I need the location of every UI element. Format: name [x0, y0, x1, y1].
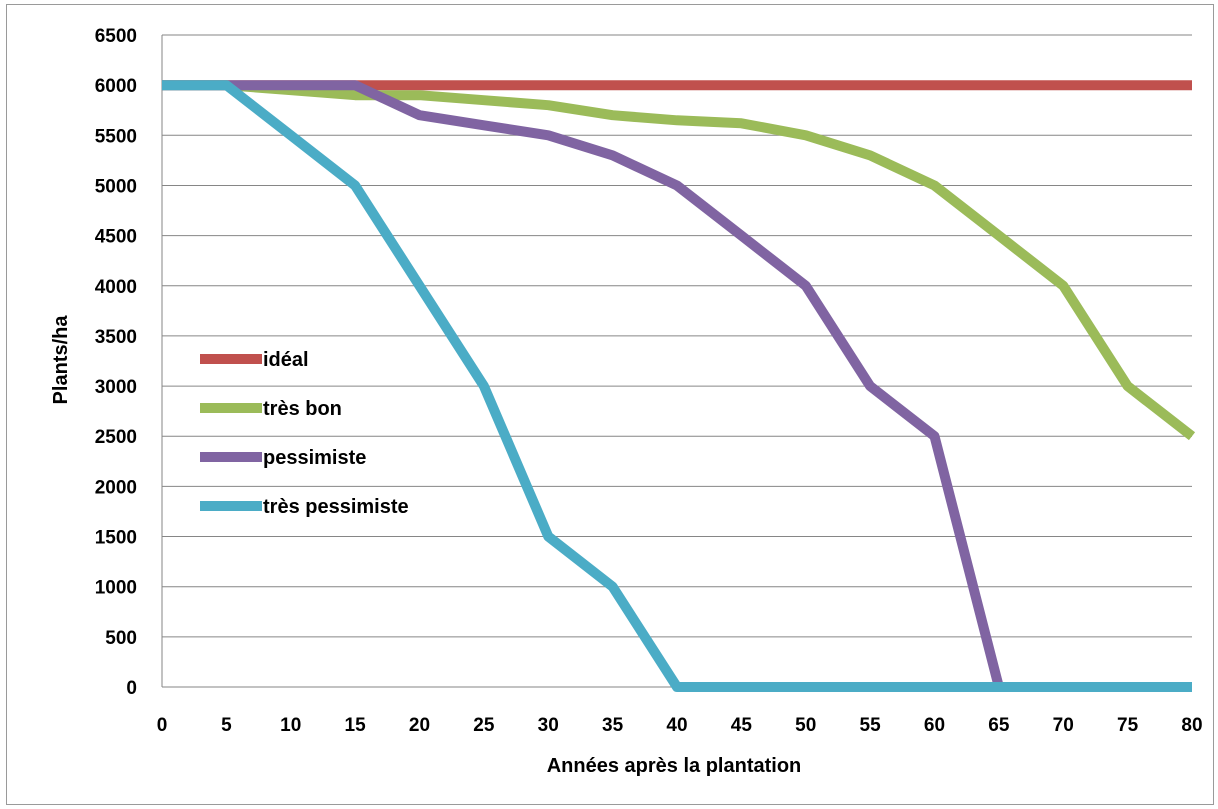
y-tick-label-6000: 6000: [95, 76, 137, 97]
y-tick-label-2500: 2500: [95, 427, 137, 448]
y-tick-label-2000: 2000: [95, 477, 137, 498]
series-line-3: [162, 80, 1192, 692]
x-tick-label-35: 35: [602, 715, 624, 736]
x-tick-label-75: 75: [1117, 715, 1139, 736]
y-tick-label-1000: 1000: [95, 578, 137, 599]
x-tick-label-65: 65: [988, 715, 1010, 736]
x-tick-label-25: 25: [473, 715, 495, 736]
y-tick-label-1500: 1500: [95, 528, 137, 549]
series-lines: [162, 80, 1196, 692]
x-tick-label-5: 5: [221, 715, 232, 736]
y-tick-label-5000: 5000: [95, 176, 137, 197]
x-tick-label-30: 30: [538, 715, 559, 736]
legend-label-0: idéal: [263, 349, 309, 371]
y-tick-labels: 0 500 1000 1500 2000 2500 3000 3500 4000 4500 5000…: [95, 26, 137, 699]
y-tick-label-3500: 3500: [95, 327, 137, 348]
y-tick-label-4500: 4500: [95, 227, 137, 248]
legend-label-2: pessimiste: [263, 447, 366, 469]
x-tick-label-15: 15: [345, 715, 367, 736]
line-chart: 0500100015002000250030003500400045005000…: [50, 26, 1203, 777]
y-tick-label-6500: 6500: [95, 26, 137, 47]
x-tick-label-45: 45: [731, 715, 753, 736]
y-tick-label-3000: 3000: [95, 377, 137, 398]
chart-frame: 0 500 1000 1500 2000 2500 3000 3500 4000 4500 5000…: [6, 4, 1214, 805]
y-tick-label-4000: 4000: [95, 277, 137, 298]
y-tick-label-500: 500: [105, 628, 137, 649]
y-axis-title: Plants/ha: [50, 315, 72, 405]
x-tick-label-20: 20: [409, 715, 430, 736]
x-tick-label-80: 80: [1181, 715, 1202, 736]
x-axis-title: Années après la plantation: [547, 755, 802, 777]
x-tick-label-0: 0: [157, 715, 168, 736]
x-tick-label-60: 60: [924, 715, 945, 736]
x-tick-labels: 0 5 10 15 20 25 30 35 40 45 50 55 60 65 70 75 80: [157, 715, 1203, 736]
x-tick-label-10: 10: [280, 715, 301, 736]
x-tick-label-40: 40: [666, 715, 687, 736]
x-tick-label-70: 70: [1053, 715, 1074, 736]
legend-label-1: très bon: [263, 398, 342, 420]
series-line-1: [162, 80, 1196, 441]
axes: [161, 35, 1192, 688]
y-tick-label-5500: 5500: [95, 126, 137, 147]
x-tick-label-50: 50: [795, 715, 816, 736]
x-tick-label-55: 55: [860, 715, 882, 736]
y-tick-label-0: 0: [126, 678, 137, 699]
legend: idéal très bon pessimiste très pessimiste: [200, 349, 409, 518]
legend-label-3: très pessimiste: [263, 496, 409, 518]
